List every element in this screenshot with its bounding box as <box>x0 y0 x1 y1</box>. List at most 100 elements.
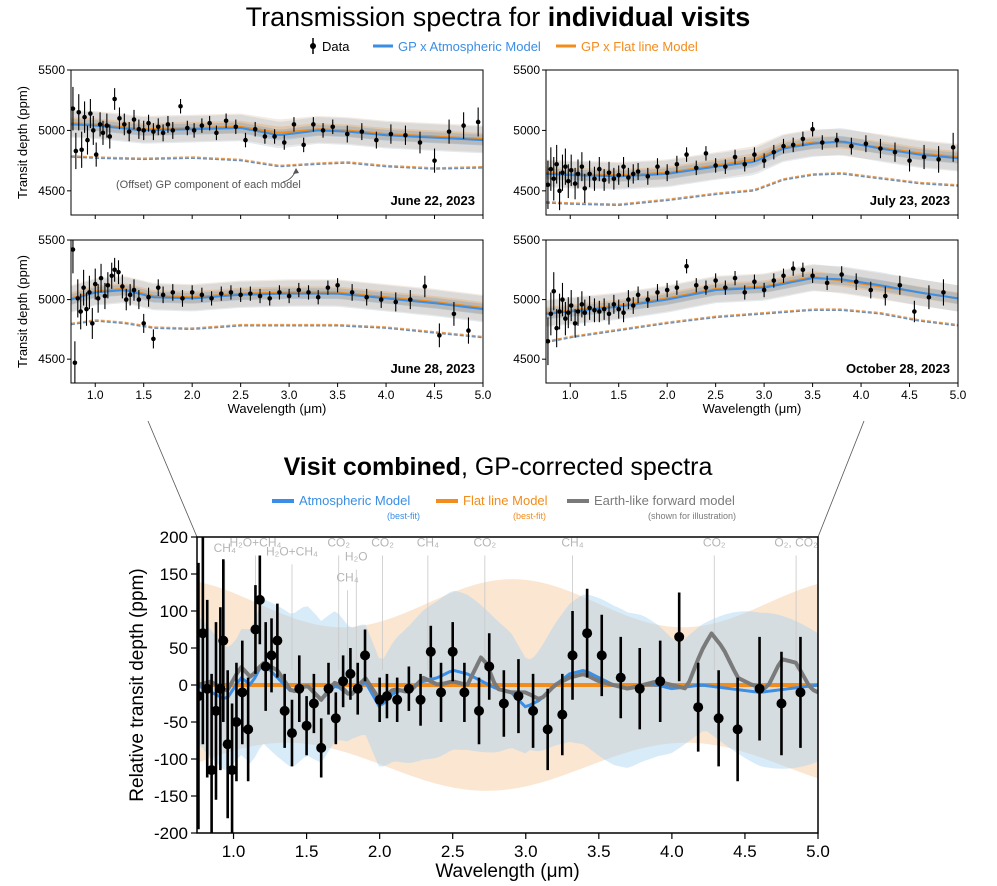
data-point <box>250 624 261 635</box>
x-tick-label: 2.0 <box>184 388 201 402</box>
atm-model-band-outer <box>71 277 483 323</box>
data-point <box>432 158 437 163</box>
data-point <box>582 186 588 191</box>
data-point <box>403 132 408 138</box>
data-point <box>191 128 197 133</box>
data-point <box>180 296 185 301</box>
y-tick-label: 50 <box>169 639 188 658</box>
data-point <box>437 333 442 338</box>
legend-atm-best-sub: (best-fit) <box>387 511 420 521</box>
x-axis-label: Wavelength (μm) <box>228 401 327 416</box>
data-point <box>209 296 214 301</box>
x-tick-label: 3.5 <box>587 842 611 861</box>
data-point <box>447 646 458 657</box>
data-point <box>228 290 234 295</box>
molecule-label: H₂O+CH₄ <box>266 545 318 559</box>
panel-june-28: 1.0 1.5 2.0 2.5 3.0 3.5 4.0 4.5 5.0 4500 5000 5500 J… <box>15 233 492 416</box>
data-point <box>267 296 273 301</box>
data-point <box>141 128 147 133</box>
data-point <box>790 266 796 271</box>
data-point <box>621 164 626 169</box>
data-point <box>330 713 341 724</box>
y-axis-label: Relative transit depth (ppm) <box>127 568 148 801</box>
data-point <box>260 661 271 672</box>
data-point <box>892 149 898 155</box>
top-title-bold: individual visits <box>548 2 751 32</box>
x-tick-label: 4.5 <box>901 388 918 402</box>
molecule-label: CO₂ <box>474 536 497 550</box>
data-point <box>71 106 76 111</box>
y-tick-label: 5000 <box>513 293 540 307</box>
data-point <box>565 310 571 315</box>
data-point <box>78 309 83 314</box>
atm-model-line <box>546 140 958 178</box>
x-tick-label: 2.5 <box>707 388 724 402</box>
molecule-label: H₂O <box>345 550 368 564</box>
data-point <box>664 287 670 293</box>
data-point <box>262 134 268 139</box>
data-point <box>417 140 423 145</box>
data-point <box>349 290 355 295</box>
molecule-label: CH₄ <box>214 541 236 555</box>
data-point <box>592 176 597 182</box>
data-point <box>941 290 946 295</box>
gp-annotation-arrowhead <box>293 168 299 174</box>
data-point <box>635 169 641 174</box>
data-point <box>655 676 666 687</box>
data-point <box>301 720 312 731</box>
data-point <box>131 287 137 293</box>
connector-right <box>817 420 865 538</box>
bottom-title: Visit combined, GP-corrected spectra <box>284 453 713 481</box>
x-tick-label: 1.5 <box>610 388 627 402</box>
data-point <box>684 152 689 157</box>
panel-july-23: 4500 5000 5500 July 23, 2023 <box>513 63 959 219</box>
x-tick-label: 3.5 <box>804 388 821 402</box>
y-tick-label: 5000 <box>513 123 540 137</box>
data-point <box>611 176 617 182</box>
data-point <box>597 309 602 314</box>
panel-date-label: June 22, 2023 <box>390 193 475 208</box>
atm-model-line <box>71 289 483 311</box>
data-point <box>301 142 306 148</box>
x-tick-label: 2.0 <box>659 388 676 402</box>
panel-date-label: July 23, 2023 <box>870 193 950 208</box>
top-title: Transmission spectra for individual visi… <box>246 2 751 32</box>
data-point <box>868 287 874 293</box>
data-point <box>223 118 229 124</box>
data-point <box>218 635 229 646</box>
bottom-title-normal: , GP-corrected spectra <box>461 453 713 481</box>
data-point <box>684 263 689 269</box>
data-point <box>560 297 565 302</box>
x-tick-label: 5.0 <box>950 388 967 402</box>
data-point <box>466 328 471 333</box>
legend-earth-sub: (shown for illustration) <box>648 511 736 521</box>
data-point <box>82 114 87 120</box>
panel-june-22: 4500 5000 5500 June 22, 2023 Transit depth (… <box>15 63 484 219</box>
data-point <box>407 297 413 302</box>
data-point <box>451 311 457 317</box>
x-tick-label: 1.5 <box>295 842 319 861</box>
top-legend: Data GP x Atmospheric Model GP x Flat li… <box>310 38 698 54</box>
panel-october-28: 1.0 1.5 2.0 2.5 3.0 3.5 4.0 4.5 5.0 4500 5000 5500 O… <box>513 233 966 416</box>
data-point <box>579 164 585 169</box>
data-point <box>723 285 728 290</box>
data-point <box>546 338 551 344</box>
data-point <box>606 311 612 317</box>
gp-atm-component-line <box>546 309 958 344</box>
flat-model-line <box>71 288 483 309</box>
data-point <box>120 284 125 289</box>
data-point <box>85 137 90 143</box>
data-point <box>238 292 243 298</box>
x-tick-label: 4.0 <box>660 842 684 861</box>
y-tick-label: 200 <box>160 528 188 547</box>
x-axis-label: Wavelength (μm) <box>435 861 579 882</box>
data-point <box>136 126 142 132</box>
data-point <box>75 296 81 301</box>
plot-area <box>197 537 818 833</box>
data-point <box>568 167 574 173</box>
data-point <box>381 691 392 702</box>
data-point <box>616 172 622 178</box>
bottom-title-bold: Visit combined <box>284 453 461 481</box>
flat-model-line <box>546 141 958 177</box>
